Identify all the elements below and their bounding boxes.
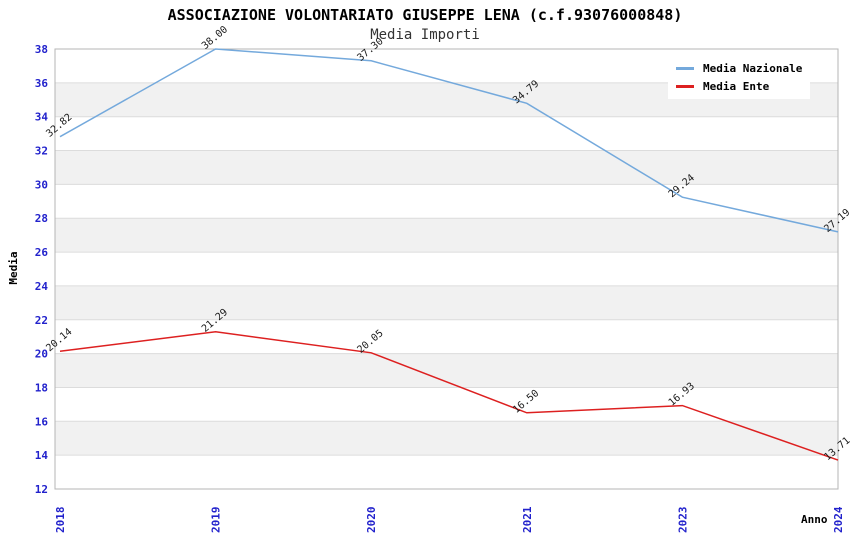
y-tick-label: 36	[35, 77, 49, 90]
y-tick-label: 18	[35, 381, 48, 394]
y-tick-label: 38	[35, 43, 48, 56]
chart-title: ASSOCIAZIONE VOLONTARIATO GIUSEPPE LENA …	[167, 6, 683, 24]
y-tick-label: 32	[35, 145, 48, 158]
x-tick-label: 2018	[54, 507, 67, 534]
grid-band	[55, 150, 838, 185]
x-axis-title: Anno	[801, 513, 828, 526]
y-tick-label: 22	[35, 314, 48, 327]
y-tick-label: 30	[35, 178, 48, 191]
series-line-media-nazionale	[59, 48, 839, 233]
y-tick-label: 20	[35, 348, 48, 361]
x-tick-label: 2024	[832, 506, 845, 533]
grid-band	[55, 421, 838, 456]
y-tick-label: 14	[35, 449, 49, 462]
x-tick-label: 2021	[521, 506, 534, 533]
legend-item-media-nazionale: Media Nazionale	[668, 62, 810, 75]
legend-item-media-ente: Media Ente	[668, 80, 810, 93]
x-tick-label: 2020	[365, 507, 378, 534]
y-tick-label: 12	[35, 483, 48, 496]
y-tick-label: 16	[35, 415, 49, 428]
y-tick-label: 28	[35, 212, 48, 225]
plot-border	[54, 48, 839, 490]
chart-subtitle: Media Importi	[370, 27, 480, 43]
media-nazionale-line-swatch-icon	[676, 66, 694, 70]
x-tick-label: 2023	[676, 507, 689, 534]
x-tick-label: 2019	[210, 507, 223, 534]
y-tick-label: 26	[35, 246, 49, 259]
grid-band	[55, 285, 838, 320]
grid-band	[55, 218, 838, 253]
legend-label: Media Nazionale	[703, 61, 803, 75]
y-tick-label: 24	[35, 280, 49, 293]
point-label: 20.05	[356, 328, 386, 356]
y-axis-title: Media	[7, 251, 20, 285]
series-line-media-ente	[59, 331, 839, 461]
legend: Media Nazionale Media Ente	[668, 56, 810, 99]
y-tick-label: 34	[35, 111, 49, 124]
legend-label: Media Ente	[703, 80, 770, 94]
media-ente-line-swatch-icon	[676, 85, 694, 89]
